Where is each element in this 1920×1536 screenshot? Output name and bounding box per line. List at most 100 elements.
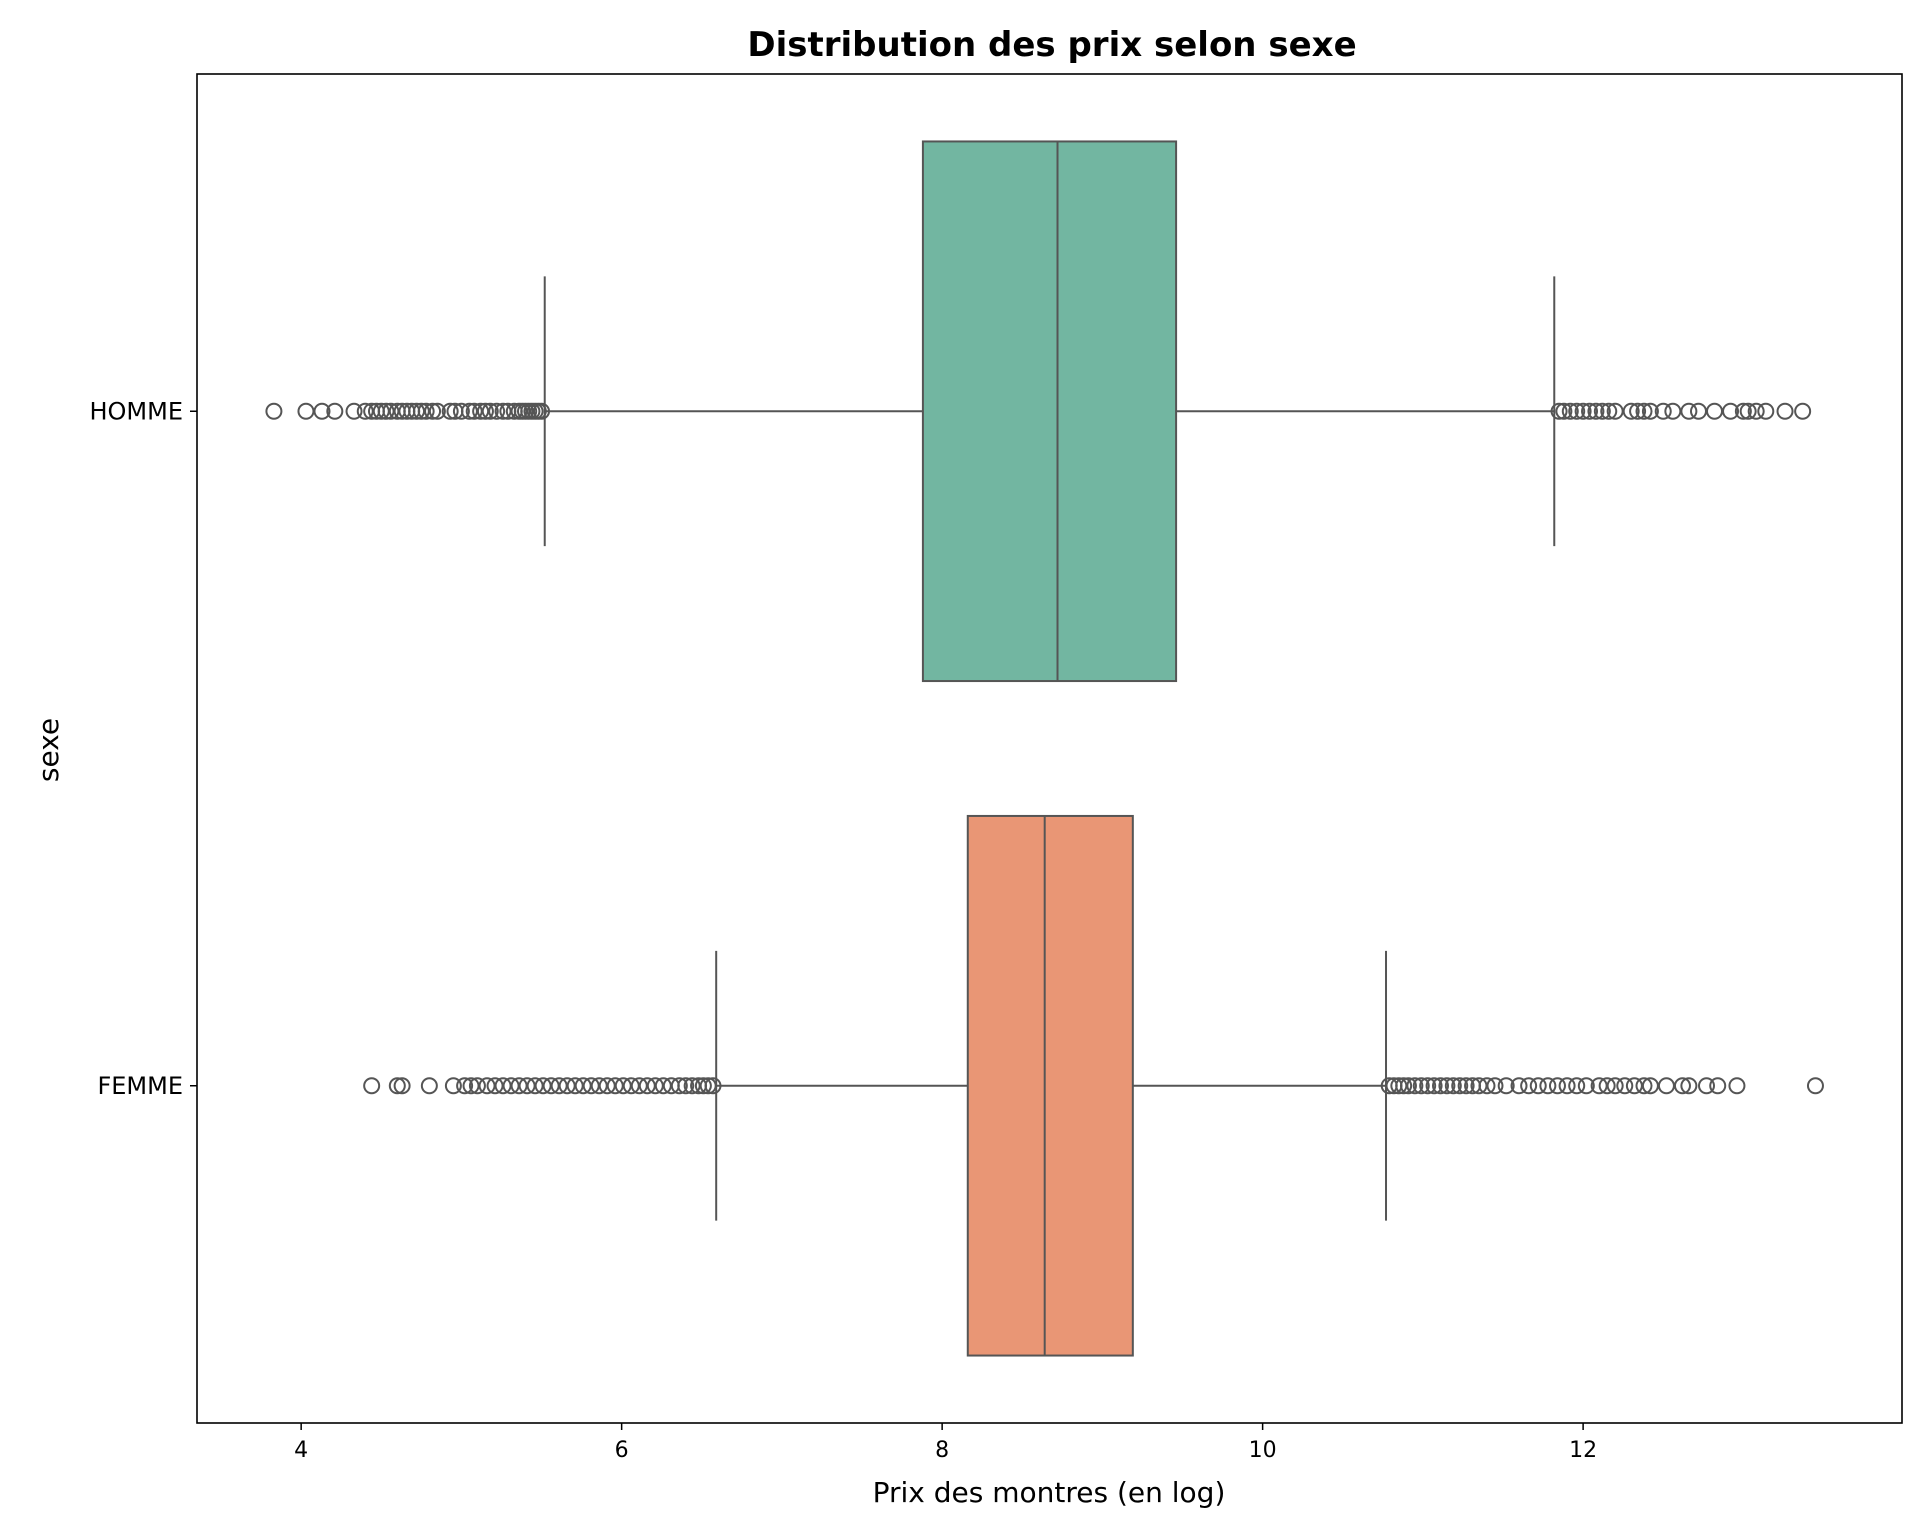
outlier-point: [1593, 402, 1611, 420]
outlier-point: [468, 1077, 486, 1095]
outlier-point: [382, 402, 400, 420]
outlier-point: [1806, 1077, 1824, 1095]
box-iqr: [921, 140, 1178, 683]
outlier-point: [654, 1077, 672, 1095]
outlier-point: [1709, 1077, 1727, 1095]
outlier-point: [694, 1077, 712, 1095]
outlier-point: [356, 402, 374, 420]
outlier-point: [1568, 402, 1586, 420]
outlier-point: [1673, 1077, 1691, 1095]
outlier-point: [1587, 402, 1605, 420]
x-axis-label: Prix des montres (en log): [873, 1476, 1226, 1509]
outlier-point: [388, 1077, 406, 1095]
outlier-point: [502, 1077, 520, 1095]
outlier-point: [377, 402, 395, 420]
outlier-point: [393, 1077, 411, 1095]
outlier-point: [417, 402, 435, 420]
outlier-point: [533, 402, 551, 420]
box-group-homme: [265, 140, 1812, 683]
outlier-point: [1574, 402, 1592, 420]
outlier-point: [683, 1077, 701, 1095]
outlier-point: [494, 402, 512, 420]
box-group-femme: [363, 814, 1824, 1357]
plot-frame: [196, 73, 1903, 1424]
outlier-point: [326, 402, 344, 420]
outlier-point: [1794, 402, 1812, 420]
outlier-point: [1641, 1077, 1659, 1095]
outlier-point: [699, 1077, 717, 1095]
outlier-point: [494, 1077, 512, 1095]
outlier-point: [420, 1077, 438, 1095]
outlier-point: [363, 1077, 381, 1095]
outlier-point: [345, 402, 363, 420]
outlier-point: [452, 402, 470, 420]
outlier-point: [1734, 402, 1752, 420]
outlier-point: [481, 402, 499, 420]
outlier-point: [313, 402, 331, 420]
outlier-point: [1399, 1077, 1417, 1095]
outlier-point: [1568, 1077, 1586, 1095]
outlier-point: [441, 402, 459, 420]
outlier-point: [646, 1077, 664, 1095]
outlier-point: [1561, 402, 1579, 420]
outlier-point: [558, 1077, 576, 1095]
chart-marks: [265, 140, 1824, 1357]
outlier-point: [1406, 1077, 1424, 1095]
outlier-point: [1747, 402, 1765, 420]
outlier-point: [1680, 1077, 1698, 1095]
outlier-point: [598, 1077, 616, 1095]
outlier-point: [677, 1077, 695, 1095]
outlier-point: [622, 1077, 640, 1095]
x-tick-label: 12: [1569, 1438, 1597, 1463]
outlier-point: [1497, 1077, 1515, 1095]
outlier-point: [265, 402, 283, 420]
outlier-point: [1590, 1077, 1608, 1095]
outlier-point: [1757, 402, 1775, 420]
outlier-point: [1722, 402, 1740, 420]
outlier-point: [408, 402, 426, 420]
y-tick-label-femme: FEMME: [97, 1072, 183, 1100]
outlier-point: [1689, 402, 1707, 420]
outlier-point: [372, 402, 390, 420]
outlier-point: [472, 402, 490, 420]
outlier-point: [542, 1077, 560, 1095]
outlier-point: [574, 1077, 592, 1095]
outlier-point: [704, 1077, 722, 1095]
outlier-point: [1598, 1077, 1616, 1095]
outlier-point: [486, 1077, 504, 1095]
outlier-point: [1444, 1077, 1462, 1095]
outlier-point: [1629, 402, 1647, 420]
outlier-point: [412, 402, 430, 420]
outlier-point: [1641, 402, 1659, 420]
outlier-point: [476, 402, 494, 420]
outlier-point: [1664, 402, 1682, 420]
outlier-point: [614, 1077, 632, 1095]
outlier-point: [1680, 402, 1698, 420]
outlier-point: [534, 1077, 552, 1095]
outlier-point: [590, 1077, 608, 1095]
outlier-point: [1728, 1077, 1746, 1095]
outlier-point: [1470, 1077, 1488, 1095]
outlier-point: [1412, 1077, 1430, 1095]
outlier-point: [566, 1077, 584, 1095]
outlier-point: [297, 402, 315, 420]
outlier-point: [1555, 402, 1573, 420]
outlier-point: [1739, 402, 1757, 420]
outlier-point: [424, 402, 442, 420]
outlier-point: [510, 1077, 528, 1095]
outlier-point: [1558, 1077, 1576, 1095]
outlier-point: [462, 1077, 480, 1095]
outlier-point: [1529, 1077, 1547, 1095]
outlier-point: [1622, 402, 1640, 420]
outlier-point: [456, 1077, 474, 1095]
box-iqr: [966, 814, 1134, 1357]
outlier-point: [550, 1077, 568, 1095]
outlier-point: [444, 1077, 462, 1095]
outlier-point: [465, 402, 483, 420]
x-tick-label: 4: [294, 1438, 308, 1463]
x-axis-ticks: 4 6 8 10 12: [294, 1423, 1597, 1463]
outlier-point: [1635, 1077, 1653, 1095]
outlier-point: [1457, 1077, 1475, 1095]
outlier-point: [1438, 1077, 1456, 1095]
